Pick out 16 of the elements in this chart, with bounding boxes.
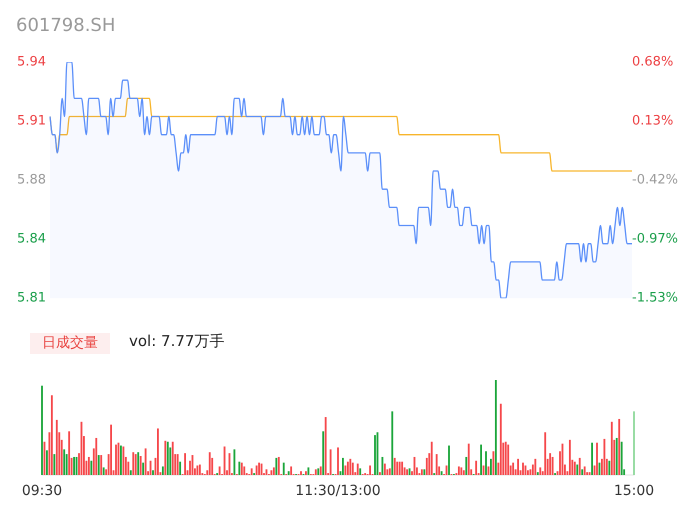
y2-tick-label: -0.97% [632,232,678,247]
x-tick-label: 15:00 [614,483,654,500]
chart-title: 601798.SH [16,15,116,37]
y-tick-label: 5.91 [17,113,46,128]
y2-tick-label: -0.42% [632,172,678,188]
y2-tick-label: 0.68% [632,54,674,70]
y2-tick-label: -1.53% [632,290,678,306]
y2-tick-label: 0.13% [632,113,674,128]
y-tick-label: 5.81 [17,290,46,306]
text: 日成交量 [42,335,98,351]
y-tick-label: 5.88 [17,172,46,188]
x-tick-label: 11:30/13:00 [295,483,381,500]
x-tick-label: 09:30 [22,483,62,500]
y-tick-label: 5.84 [17,232,46,247]
y-tick-label: 5.94 [17,54,46,70]
text: vol: 7.77万手 [129,332,224,351]
